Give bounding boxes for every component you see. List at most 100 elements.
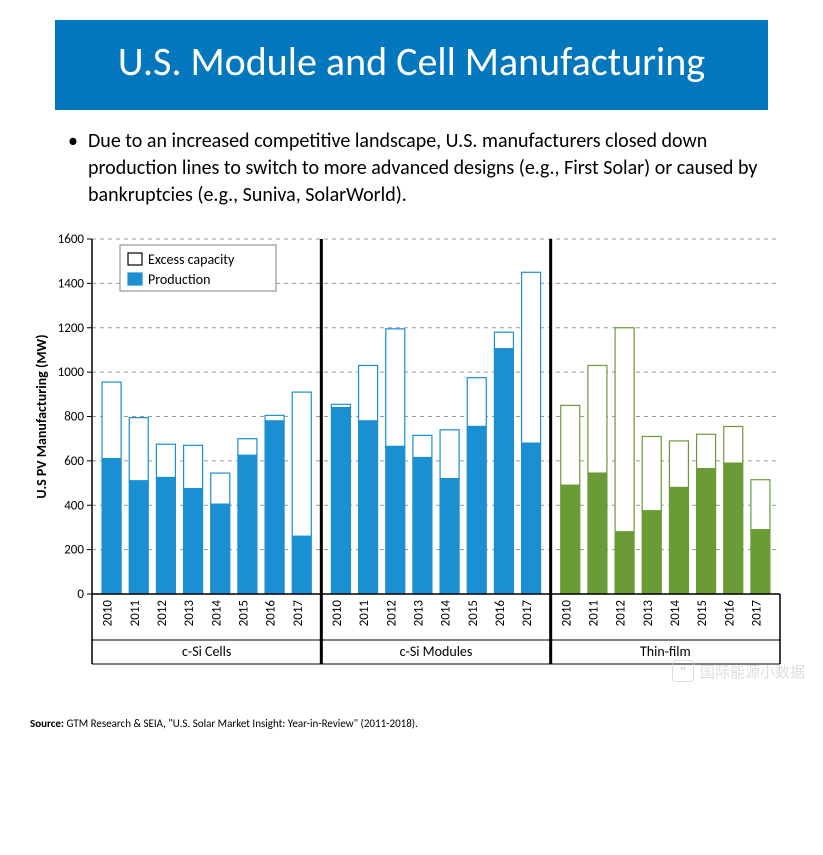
bar-production	[292, 536, 311, 594]
bullet-text: Due to an increased competitive landscap…	[88, 128, 763, 209]
watermark-text: 国际能源小数据	[700, 661, 805, 682]
xtick-label: 2016	[722, 600, 737, 627]
xtick-label: 2013	[641, 600, 656, 627]
bar-production	[494, 349, 513, 594]
bar-production	[561, 485, 580, 594]
ytick-label: 1200	[58, 321, 85, 336]
xtick-label: 2017	[749, 600, 764, 627]
xtick-label: 2017	[520, 600, 535, 627]
bar-production	[211, 504, 230, 594]
ytick-label: 1000	[58, 365, 85, 380]
source-text: GTM Research & SEIA, "U.S. Solar Market …	[66, 717, 417, 730]
bar-excess	[642, 436, 661, 510]
bar-excess	[211, 473, 230, 504]
xtick-label: 2012	[384, 600, 399, 627]
bar-production	[156, 478, 175, 594]
bar-production	[642, 511, 661, 594]
bar-production	[467, 426, 486, 594]
ytick-label: 1600	[58, 232, 85, 247]
bar-production	[238, 455, 257, 594]
watermark: ❝ 国际能源小数据	[672, 660, 805, 682]
source-line: Source: GTM Research & SEIA, "U.S. Solar…	[30, 717, 793, 730]
ytick-label: 600	[64, 454, 84, 469]
bar-excess	[494, 332, 513, 349]
xtick-label: 2010	[559, 600, 574, 627]
bar-excess	[669, 441, 688, 488]
bar-excess	[265, 415, 284, 421]
bullet-dot: •	[60, 128, 88, 209]
pv-manufacturing-chart: 0 200 400 600 800 1000 1200 1400 1600 2010 2011 201…	[30, 229, 793, 699]
bar-production	[615, 532, 634, 594]
bar-production	[588, 473, 607, 594]
bar-excess	[129, 418, 148, 481]
bar-excess	[467, 378, 486, 427]
xtick-label: 2014	[209, 600, 224, 627]
xtick-label: 2013	[411, 600, 426, 627]
bar-excess	[724, 426, 743, 463]
group-label: Thin-film	[640, 643, 691, 660]
bar-production	[359, 421, 378, 594]
ytick-label: 400	[64, 498, 84, 513]
ytick-label: 0	[77, 587, 84, 602]
bar-excess	[522, 272, 541, 443]
xtick-label: 2014	[668, 600, 683, 627]
body-bullet: • Due to an increased competitive landsc…	[60, 128, 763, 209]
xtick-label: 2010	[330, 600, 345, 627]
ytick-label: 1400	[58, 276, 85, 291]
xtick-label: 2011	[128, 600, 143, 626]
xtick-label: 2012	[155, 600, 170, 627]
bar-excess	[292, 392, 311, 536]
bar-production	[184, 489, 203, 594]
bar-excess	[588, 365, 607, 473]
xtick-label: 2016	[493, 600, 508, 627]
y-axis-label: U.S PV Manufacturing (MW)	[33, 334, 50, 498]
bar-excess	[156, 444, 175, 477]
xtick-label: 2011	[357, 600, 372, 626]
source-label: Source:	[30, 717, 64, 730]
ytick-label: 200	[64, 543, 84, 558]
legend-label: Production	[148, 271, 210, 288]
xtick-label: 2017	[291, 600, 306, 627]
bar-excess	[359, 365, 378, 420]
group-label: c-Si Cells	[182, 643, 231, 660]
group-label: c-Si Modules	[400, 643, 473, 660]
bar-excess	[386, 329, 405, 447]
xtick-label: 2016	[264, 600, 279, 627]
xtick-label: 2013	[182, 600, 197, 627]
xtick-label: 2011	[586, 600, 601, 626]
chart-container: 0 200 400 600 800 1000 1200 1400 1600 2010 2011 201…	[30, 229, 793, 699]
bar-production	[522, 443, 541, 594]
bar-production	[386, 446, 405, 594]
bar-production	[751, 530, 770, 594]
bar-production	[129, 481, 148, 594]
bar-production	[102, 459, 121, 594]
bar-production	[724, 463, 743, 594]
bar-excess	[102, 382, 121, 459]
xtick-label: 2015	[466, 600, 481, 626]
xtick-label: 2014	[439, 600, 454, 627]
bar-excess	[238, 439, 257, 456]
legend-label: Excess capacity	[148, 251, 235, 268]
bar-excess	[561, 405, 580, 485]
bar-excess	[697, 434, 716, 468]
legend-swatch	[128, 253, 142, 265]
wechat-icon: ❝	[672, 660, 694, 682]
bar-excess	[184, 445, 203, 488]
bar-excess	[440, 430, 459, 479]
slide-title: U.S. Module and Cell Manufacturing	[55, 20, 768, 110]
bar-excess	[413, 435, 432, 457]
xtick-label: 2015	[236, 600, 251, 626]
bar-excess	[615, 328, 634, 532]
bar-production	[669, 488, 688, 595]
xtick-label: 2010	[101, 600, 116, 627]
bar-production	[265, 421, 284, 594]
bar-production	[440, 479, 459, 594]
bar-excess	[751, 480, 770, 530]
ytick-label: 800	[64, 410, 84, 425]
xtick-label: 2015	[695, 600, 710, 626]
xtick-label: 2012	[614, 600, 629, 627]
bar-production	[331, 408, 350, 594]
bar-production	[413, 458, 432, 594]
legend-swatch	[128, 273, 142, 285]
bar-production	[697, 469, 716, 594]
